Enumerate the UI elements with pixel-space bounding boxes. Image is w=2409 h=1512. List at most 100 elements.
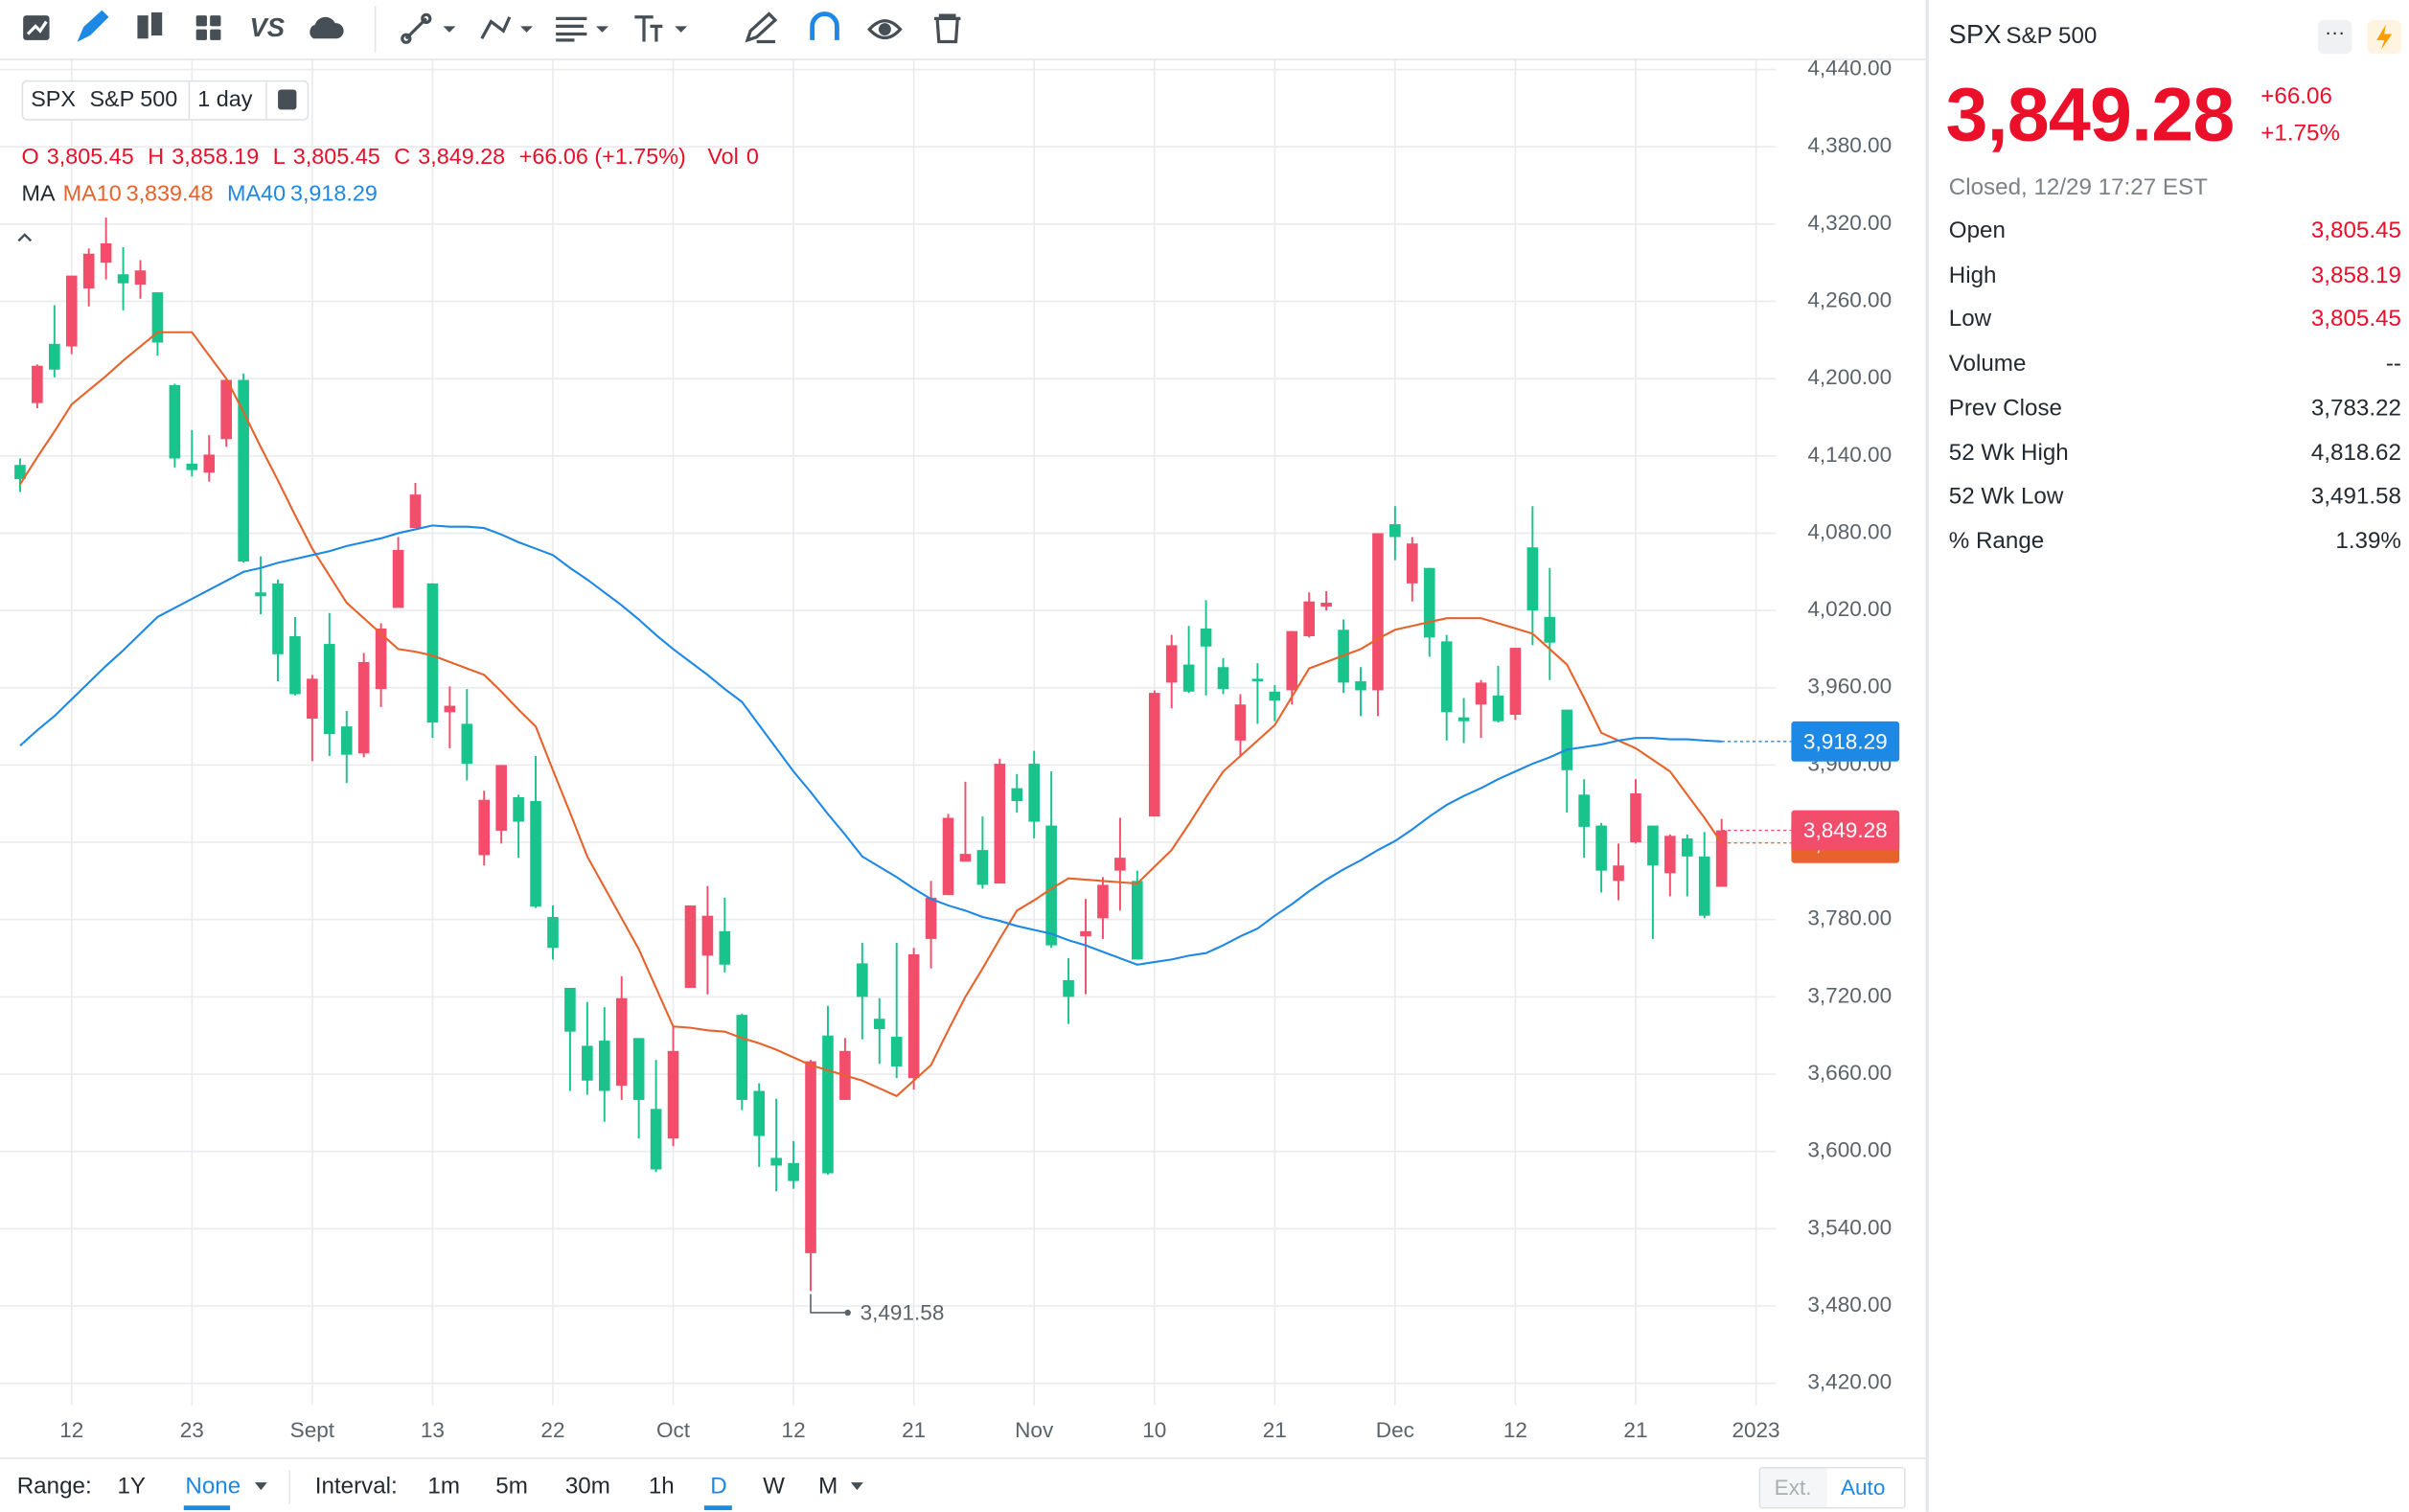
dropdown[interactable] [596,26,608,33]
interval[interactable]: 1 day [197,86,252,111]
candle-body [1080,930,1091,937]
interval-button[interactable]: 1m [427,1473,460,1500]
range-label: Range: [16,1473,92,1500]
y-tick-label: 3,600.00 [1807,1138,1892,1162]
fib-tool[interactable] [556,16,587,42]
interval-button[interactable]: W [763,1473,785,1500]
candle-body [444,705,456,713]
candle-body [151,292,164,343]
dropdown[interactable] [849,1480,864,1493]
visibility-button[interactable] [867,19,903,40]
candle-body [375,628,387,690]
dropdown[interactable] [253,1480,268,1493]
ma-value: 3,918.29 [289,182,378,207]
price-badge [1791,810,1900,851]
candle-body [1715,830,1728,887]
range-button[interactable]: 1Y [117,1473,147,1500]
legend-box: SPX S&P 500 1 day [21,80,310,121]
candle-body [324,644,335,735]
candle-body [1681,838,1693,857]
candle-body [1269,691,1281,701]
candle-body [1613,865,1624,882]
interval-button[interactable]: 1h [648,1473,675,1500]
edit-button[interactable] [745,11,778,44]
ma-line [19,524,1722,966]
path-tool[interactable] [480,16,512,40]
compare-button[interactable]: VS [250,12,286,42]
candle-body [392,549,404,608]
layout-button[interactable] [195,15,221,40]
collapse-button[interactable] [17,233,33,242]
candle-body [1457,717,1470,722]
candle-body [14,465,26,479]
candle-body [1148,693,1160,817]
ma-row: MA MA10 3,839.48 MA40 3,918.29 [22,176,767,214]
quote-status: Closed, 12/29 17:27 EST [1948,174,2208,201]
candle-body [1698,856,1710,916]
candle-body [426,583,439,723]
candle-body [340,726,353,755]
candle-body [942,817,954,896]
quote-symbol: SPX [1948,19,2002,50]
range-button[interactable]: None [185,1473,241,1500]
magnet-button[interactable] [810,11,839,40]
low-marker-dot [844,1309,851,1317]
candle-body [203,454,216,473]
indicator-button[interactable] [137,11,163,39]
ohlc-value: 3,805.45 [46,145,134,171]
candle-body [134,270,147,286]
ohlc-value: 3,858.19 [172,145,260,171]
candle-body [1630,792,1641,843]
candle-body [461,723,473,765]
dropdown[interactable] [443,26,456,33]
candle-body [495,765,507,831]
cloud-button[interactable] [310,16,344,39]
y-tick-label: 4,320.00 [1807,211,1892,235]
more-button[interactable]: ··· [2317,19,2352,55]
interval-button[interactable]: 30m [564,1473,610,1500]
candle-body [1063,979,1074,997]
stat-label: Low [1948,306,1992,333]
stat-value: 4,818.62 [2310,439,2401,466]
candle-body [1303,601,1315,636]
candle-body [82,253,95,289]
candle-body [1544,616,1556,643]
y-tick-label: 3,480.00 [1807,1293,1892,1317]
volume-value: 0 [746,145,759,171]
candle-body [598,1041,610,1091]
candle-body [1509,648,1522,715]
alert-button[interactable] [2367,19,2401,55]
interval-button[interactable]: D [710,1473,727,1500]
candle-body [753,1090,766,1136]
dropdown[interactable] [520,26,533,33]
candle-body [1045,825,1057,946]
candle-body [1182,664,1195,692]
y-tick-label: 4,080.00 [1807,519,1892,543]
stat-label: High [1948,262,1997,288]
stat-value: 3,858.19 [2310,262,2401,288]
text-tool[interactable] [634,15,663,42]
settings-button[interactable] [278,89,297,110]
candle-body [513,797,524,822]
auto-button[interactable]: Auto [1840,1475,1886,1500]
candle-body [959,854,972,862]
x-tick-label: 21 [1623,1418,1647,1442]
candle-body [530,801,541,907]
interval-button[interactable]: 5m [495,1473,528,1500]
interval-button[interactable]: M [818,1473,838,1500]
ext-button[interactable]: Ext. [1774,1475,1812,1500]
candle-body [1578,794,1590,827]
stat-value: 3,491.58 [2310,483,2401,511]
price-badge [1791,721,1900,762]
candle-body [1200,628,1212,647]
candle-body [1440,641,1453,713]
quote-panel: SPX S&P 500 ··· 3,849.28 +66.06 +1.75% C… [1925,0,2409,1512]
draw-button[interactable] [77,10,109,42]
stat-row: Prev Close 3,783.22 [1949,395,2401,421]
stat-row: High 3,858.19 [1949,262,2401,287]
stat-value: 3,805.45 [2310,306,2401,333]
delete-button[interactable] [933,13,961,44]
stat-row: 52 Wk Low 3,491.58 [1949,484,2401,510]
candle-body [615,997,628,1087]
dropdown[interactable] [675,26,688,33]
